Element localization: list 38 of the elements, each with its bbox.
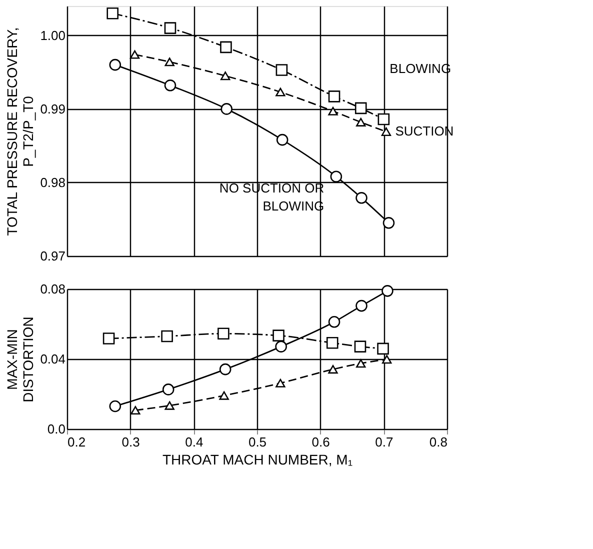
point (354, 102, 367, 114)
point (220, 41, 232, 54)
y-tick-label: 0.98 (40, 174, 66, 190)
point (276, 88, 286, 96)
point (276, 64, 288, 76)
y-axis-title: TOTAL PRESSURE RECOVERY, P_T2/P_T0 (4, 27, 36, 236)
x-tick-label: 0.7 (375, 434, 394, 450)
point (381, 127, 392, 136)
point (130, 50, 140, 59)
point (356, 118, 366, 126)
point (276, 134, 288, 146)
y-tick-label: 0.08 (40, 282, 66, 296)
point (328, 106, 338, 116)
point (106, 7, 118, 20)
point (220, 103, 232, 115)
x-tick-label: 0.5 (248, 434, 267, 450)
point (356, 192, 368, 204)
x-axis-title: THROAT MACH NUMBER, M₁ (162, 452, 353, 468)
y-tick-label: 0.99 (40, 101, 66, 116)
x-tick-label: 0.6 (312, 434, 330, 450)
point (164, 22, 176, 34)
y-tick-label: 1.00 (40, 28, 66, 43)
y-tick-label: 0.97 (40, 248, 66, 264)
point (164, 80, 176, 92)
point (220, 72, 230, 80)
x-tick-label: 0.4 (185, 434, 204, 450)
x-tick-label: 0.2 (68, 434, 86, 450)
y-tick-label: 0.04 (40, 352, 66, 366)
y-tick-label: 0.0 (47, 422, 66, 436)
point (109, 58, 122, 71)
point (164, 58, 174, 66)
point (328, 90, 340, 102)
y-axis-title: MAX-MIN DISTORTION (4, 316, 36, 402)
point (378, 113, 390, 126)
point (330, 170, 342, 182)
x-tick-label: 0.8 (429, 434, 448, 450)
point (382, 217, 395, 229)
x-tick-label: 0.3 (122, 434, 140, 450)
